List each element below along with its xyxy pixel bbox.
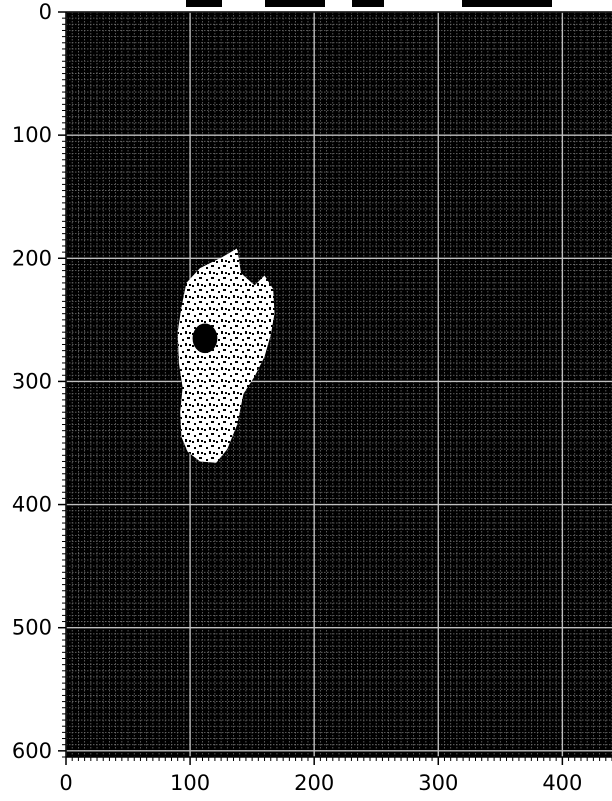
x-tick-label: 400	[542, 771, 582, 795]
x-tick-label: 100	[170, 771, 210, 795]
y-axis-minor-ticks	[62, 17, 66, 758]
binary-mask	[177, 248, 275, 463]
y-axis-ticks: 0 100 200 300 400 500 600	[12, 0, 66, 763]
mask-hole	[192, 323, 218, 354]
y-tick-label: 400	[12, 493, 52, 517]
x-tick-label: 300	[418, 771, 458, 795]
x-tick-label: 0	[59, 771, 72, 795]
y-tick-label: 0	[39, 0, 52, 24]
y-tick-label: 500	[12, 616, 52, 640]
y-tick-label: 300	[12, 369, 52, 393]
y-tick-label: 200	[12, 246, 52, 270]
x-tick-label: 200	[294, 771, 334, 795]
mask-blob	[177, 248, 275, 463]
major-grid	[66, 12, 612, 757]
x-axis-minor-ticks	[71, 757, 612, 761]
y-tick-label: 600	[12, 739, 52, 763]
y-tick-label: 100	[12, 123, 52, 147]
partial-title-fragments	[186, 0, 552, 7]
x-axis-ticks: 0 100 200 300 400	[59, 757, 582, 795]
minor-grid	[66, 12, 612, 757]
